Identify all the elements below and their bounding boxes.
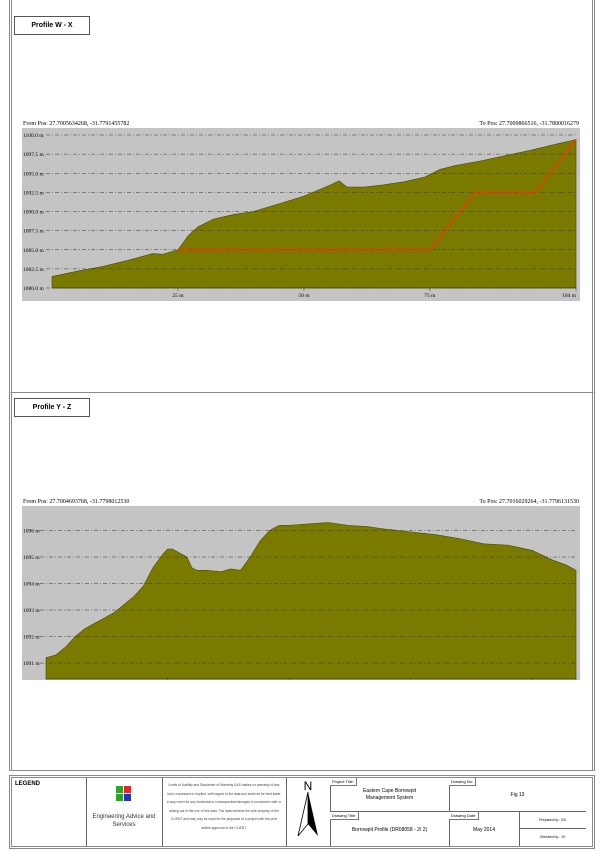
- x-tick-label: 75 m: [424, 293, 436, 299]
- drawing-no: Fig 13: [510, 792, 525, 798]
- company-logo: Engineering Advice and Services: [86, 778, 163, 846]
- profile-label: Profile W - X: [14, 16, 90, 35]
- profile-section-2: [9, 392, 595, 771]
- x-tick-label: 25 m: [172, 293, 184, 299]
- y-tick-label: 1100.0 m: [23, 133, 44, 139]
- disclaimer-text: Limits of Liability and Disclaimer of Wa…: [166, 783, 282, 830]
- y-tick-label: 1096 m: [23, 529, 40, 535]
- drawing-no-label: Drawing No:: [449, 778, 477, 786]
- y-tick-label: 1091 m: [23, 661, 40, 667]
- from-position-label: From Pos: 27.7004693768, -31.7798012530: [23, 499, 129, 505]
- y-tick-label: 1095.0 m: [23, 171, 45, 177]
- from-position-label: From Pos: 27.7005634268, -31.7791455782: [23, 121, 129, 127]
- profile-label: Profile Y - Z: [14, 398, 90, 417]
- prepared-by: Prepared by : SS: [519, 812, 586, 829]
- drawing-date-label: Drawing Date:: [449, 812, 480, 820]
- legend-title: LEGEND: [15, 781, 41, 787]
- profile-chart-y-z: From Pos: 27.7004693768, -31.7798012530 T…: [22, 499, 580, 680]
- company-name: Engineering Advice and Services: [92, 814, 156, 828]
- north-label: N: [303, 779, 313, 793]
- checked-by: Checked by : JV: [539, 835, 566, 839]
- y-tick-label: 1082.5 m: [23, 267, 45, 273]
- project-title: Eastern Cape Borrowpit Management System: [362, 788, 417, 801]
- x-tick-label: 50 m: [298, 293, 310, 299]
- title-block: LEGEND Engineering Advice and Services L…: [9, 775, 595, 849]
- drawing-date: May 2014: [473, 827, 495, 833]
- profile-section-1: [9, 0, 595, 393]
- to-position-label: To Pos: 27.7009866516, -31.7800016279: [479, 121, 579, 127]
- to-position-label: To Pos: 27.7016029264, -31.7796131530: [479, 499, 579, 505]
- y-tick-label: 1097.5 m: [23, 152, 45, 158]
- y-tick-label: 1087.5 m: [23, 229, 45, 235]
- design-level-line: [177, 138, 577, 251]
- y-tick-label: 1085.0 m: [23, 248, 45, 254]
- terrain-area: [45, 522, 577, 680]
- eas-logo-icon: [116, 786, 131, 801]
- y-tick-label: 1090.0 m: [23, 210, 45, 216]
- north-arrow-icon: [297, 791, 318, 837]
- drawing-title-label: Drawing Title:: [330, 812, 360, 820]
- y-tick-label: 1092 m: [23, 635, 40, 641]
- y-tick-label: 1095 m: [23, 555, 40, 561]
- y-tick-label: 1092.5 m: [23, 190, 45, 196]
- y-tick-label: 1093 m: [23, 608, 40, 614]
- project-title-label: Project Title:: [330, 778, 358, 786]
- terrain-area: [51, 139, 577, 289]
- x-tick-label: 104 m: [562, 293, 577, 299]
- y-tick-label: 1080.0 m: [23, 286, 45, 292]
- y-tick-label: 1094 m: [23, 582, 40, 588]
- drawing-title: Borrowpit Profile (DR08058 - 2/ 2): [351, 827, 428, 833]
- profile-chart-w-x: From Pos: 27.7005634268, -31.7791455782 T…: [22, 121, 580, 301]
